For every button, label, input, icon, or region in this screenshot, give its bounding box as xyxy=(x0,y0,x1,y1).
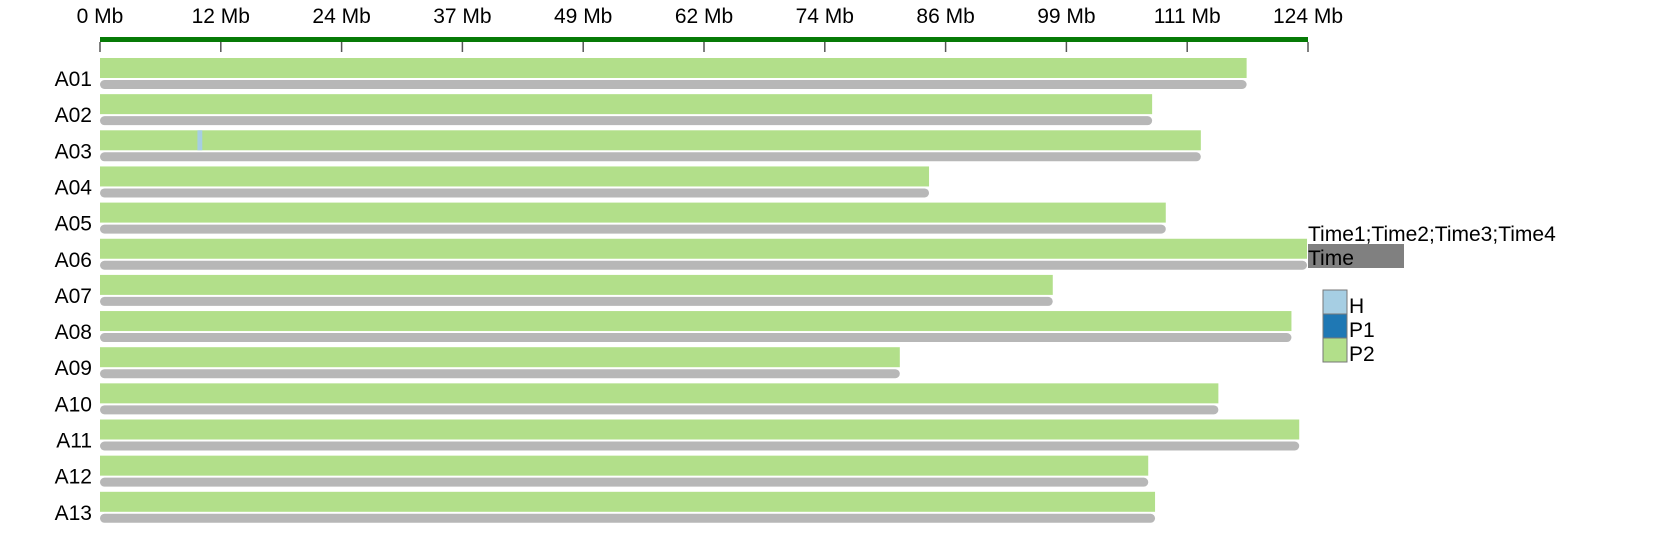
chromosome-track xyxy=(100,333,1292,343)
legend-swatch xyxy=(1322,289,1348,315)
chromosome-label: A12 xyxy=(55,466,92,489)
genotype-bar xyxy=(100,311,1292,332)
chromosome-row: A10 xyxy=(55,383,1219,416)
x-axis: 0 Mb 12 Mb 24 Mb 37 Mb 49 Mb 62 Mb 74 Mb 86 Mb 9… xyxy=(77,5,1343,52)
chromosome-label: A07 xyxy=(55,285,92,308)
genotype-bar xyxy=(100,58,1247,78)
genotype-bar xyxy=(100,94,1153,115)
legend-label: P1 xyxy=(1349,319,1375,342)
chromosome-track xyxy=(100,405,1219,415)
chromosome-label: A03 xyxy=(55,140,92,163)
tick-label: 124 Mb xyxy=(1273,5,1343,28)
chromosome-row: A01 xyxy=(55,58,1247,91)
chromosome-row: A06 xyxy=(55,238,1308,272)
chromosome-row: A09 xyxy=(55,347,900,380)
legend-track-label: Time xyxy=(1308,247,1354,270)
chromosome-track xyxy=(100,260,1308,270)
chromosome-label: A13 xyxy=(55,502,92,525)
genotype-bar xyxy=(100,383,1219,404)
genotype-bar xyxy=(100,202,1166,223)
legend-track-bar xyxy=(1308,244,1404,268)
chromosome-track xyxy=(100,116,1153,126)
chromosome-label: A05 xyxy=(55,213,92,236)
chromosome-rows: A01 A02 A03 A04 A05 A06 A07 A08 A09 A10 A11 A12 A13 xyxy=(55,58,1308,525)
chromosome-row: A03 xyxy=(55,130,1201,163)
tick-label: 74 Mb xyxy=(796,5,854,28)
legend-label: H xyxy=(1349,295,1364,318)
genotype-bar xyxy=(100,274,1053,295)
tick-label: 99 Mb xyxy=(1037,5,1095,28)
tick-label: 49 Mb xyxy=(554,5,612,28)
chromosome-label: A08 xyxy=(55,321,92,344)
tick-label: 0 Mb xyxy=(77,5,124,28)
tick-label: 111 Mb xyxy=(1154,5,1221,28)
chromosome-track xyxy=(100,188,930,198)
chromosome-label: A11 xyxy=(56,430,92,453)
chromosome-track xyxy=(100,152,1201,162)
legend-swatch xyxy=(1322,337,1348,363)
axis-line xyxy=(100,37,1308,42)
chromosome-track xyxy=(100,513,1156,523)
chromosome-label: A04 xyxy=(55,176,93,199)
tick-label: 12 Mb xyxy=(192,5,250,28)
chromosome-label: A02 xyxy=(55,104,92,127)
chromosome-row: A07 xyxy=(55,274,1053,308)
chromosome-track xyxy=(100,296,1053,306)
chromosome-row: A13 xyxy=(55,491,1156,525)
chromosome-track xyxy=(100,80,1247,89)
chromosome-track xyxy=(100,369,900,379)
genotype-bar xyxy=(100,238,1308,259)
genotype-bar xyxy=(100,419,1300,440)
legend-swatch xyxy=(1322,313,1348,339)
chromosome-track xyxy=(100,477,1149,487)
genotype-bar xyxy=(100,455,1149,476)
genotype-bar xyxy=(100,491,1156,512)
chromosome-label: A09 xyxy=(55,357,92,380)
chromosome-row: A08 xyxy=(55,311,1292,344)
chromosome-label: A10 xyxy=(55,393,92,416)
tick-label: 62 Mb xyxy=(675,5,733,28)
chromosome-row: A11 xyxy=(56,419,1300,453)
genotype-bar xyxy=(100,130,1201,151)
chromosome-label: A06 xyxy=(55,249,92,272)
chromosome-row: A05 xyxy=(55,202,1166,236)
chromosome-track xyxy=(100,224,1166,234)
chromosome-track xyxy=(100,441,1300,451)
legend-label: P2 xyxy=(1349,343,1375,366)
chromosome-row: A04 xyxy=(55,166,930,199)
chromosome-row: A12 xyxy=(55,455,1149,489)
genotype-segment xyxy=(197,130,203,151)
tick-label: 86 Mb xyxy=(916,5,974,28)
tick-label: 37 Mb xyxy=(433,5,491,28)
chromosome-row: A02 xyxy=(55,94,1153,127)
legend-title: Time1;Time2;Time3;Time4 xyxy=(1308,223,1556,246)
genotype-bar xyxy=(100,166,930,187)
genotype-bar xyxy=(100,347,900,368)
tick-label: 24 Mb xyxy=(312,5,370,28)
chromosome-label: A01 xyxy=(55,68,92,91)
